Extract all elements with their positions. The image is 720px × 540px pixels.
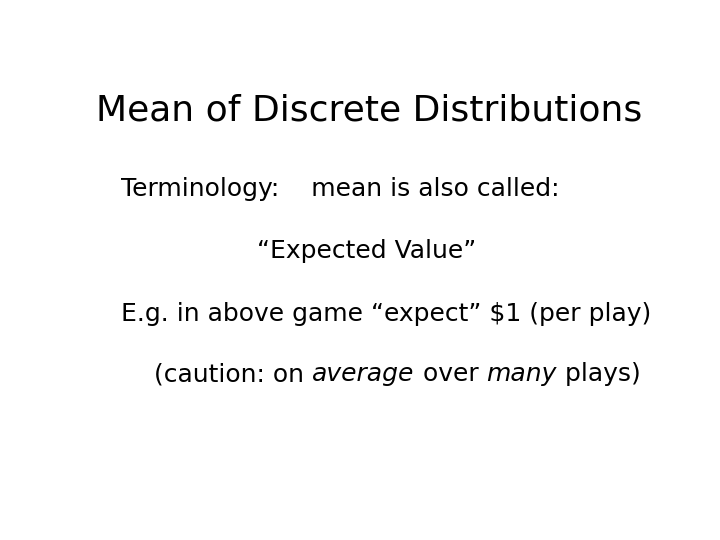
- Text: average: average: [312, 362, 415, 386]
- Text: over: over: [415, 362, 486, 386]
- Text: E.g. in above game “expect” $1 (per play): E.g. in above game “expect” $1 (per play…: [121, 302, 651, 326]
- Text: “Expected Value”: “Expected Value”: [258, 239, 477, 264]
- Text: (caution: on: (caution: on: [154, 362, 312, 386]
- Text: Terminology:    mean is also called:: Terminology: mean is also called:: [121, 177, 559, 201]
- Text: Mean of Discrete Distributions: Mean of Discrete Distributions: [96, 94, 642, 128]
- Text: plays): plays): [557, 362, 640, 386]
- Text: many: many: [486, 362, 557, 386]
